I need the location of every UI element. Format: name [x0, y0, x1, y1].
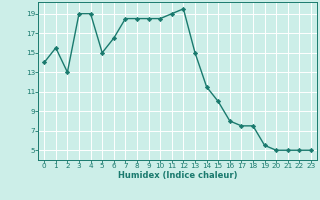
- X-axis label: Humidex (Indice chaleur): Humidex (Indice chaleur): [118, 171, 237, 180]
